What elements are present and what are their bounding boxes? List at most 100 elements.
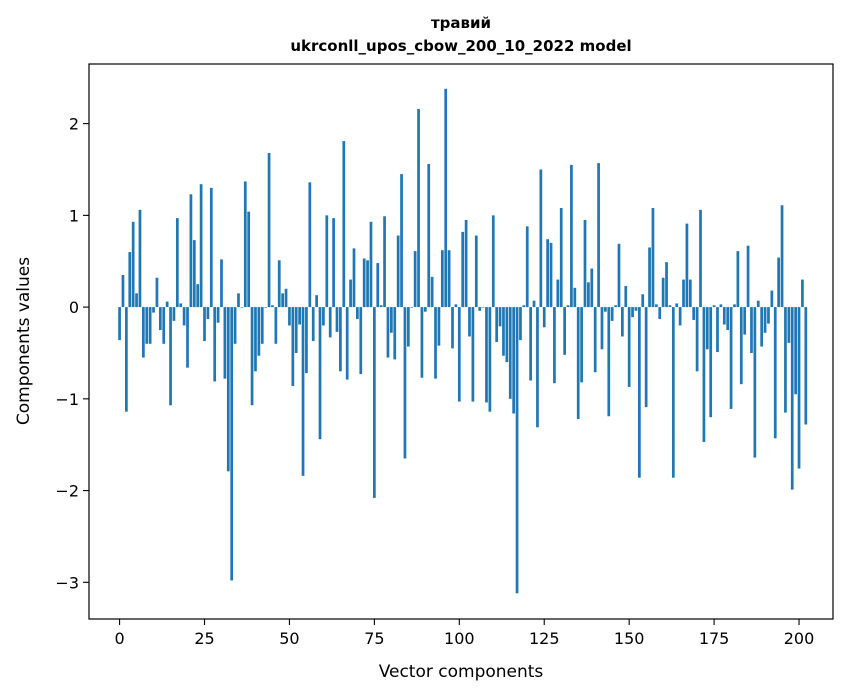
bar bbox=[549, 242, 553, 308]
bar bbox=[644, 307, 648, 408]
bar bbox=[597, 163, 600, 308]
bar bbox=[481, 307, 485, 308]
x-tick-label: 150 bbox=[614, 629, 645, 648]
bar bbox=[705, 307, 709, 350]
bar bbox=[288, 307, 291, 326]
bar bbox=[760, 307, 764, 347]
bar bbox=[495, 307, 499, 342]
bar bbox=[610, 307, 614, 321]
bar bbox=[213, 307, 217, 382]
bar bbox=[277, 260, 281, 308]
bar bbox=[145, 307, 149, 344]
y-tick-label: 1 bbox=[69, 206, 79, 225]
bar bbox=[474, 235, 478, 308]
bar bbox=[192, 240, 196, 308]
bar bbox=[461, 231, 465, 308]
bar bbox=[359, 307, 363, 375]
bar bbox=[373, 307, 376, 498]
bar bbox=[508, 307, 512, 399]
bar bbox=[345, 307, 349, 380]
bar bbox=[525, 226, 529, 308]
bar bbox=[722, 307, 726, 325]
bar bbox=[284, 288, 288, 308]
y-tick-label: −3 bbox=[55, 573, 79, 592]
bar bbox=[726, 307, 730, 331]
bar bbox=[614, 305, 617, 308]
bar bbox=[604, 307, 607, 312]
bar bbox=[787, 307, 791, 343]
bar bbox=[356, 307, 359, 320]
bar bbox=[471, 307, 475, 402]
bar bbox=[553, 307, 556, 384]
bar bbox=[505, 307, 509, 363]
bar bbox=[260, 307, 264, 344]
bar bbox=[580, 307, 583, 383]
bar bbox=[179, 303, 183, 308]
bar bbox=[196, 284, 200, 308]
bar bbox=[423, 307, 427, 312]
bar bbox=[729, 307, 733, 409]
bar bbox=[243, 181, 247, 308]
bar bbox=[444, 88, 448, 308]
y-tick-label: 2 bbox=[69, 115, 79, 134]
bar bbox=[203, 307, 206, 342]
bar bbox=[335, 307, 339, 332]
bar bbox=[688, 279, 692, 308]
bar bbox=[621, 307, 624, 337]
bar bbox=[390, 307, 393, 333]
bar bbox=[223, 307, 227, 379]
bar bbox=[264, 307, 268, 308]
bar bbox=[298, 307, 301, 325]
bar bbox=[386, 307, 390, 358]
bar bbox=[491, 215, 495, 308]
bar bbox=[692, 307, 696, 320]
bar bbox=[675, 303, 679, 308]
bar bbox=[648, 247, 651, 308]
bar bbox=[271, 305, 274, 308]
y-tick-label: −2 bbox=[55, 482, 79, 501]
bar bbox=[658, 307, 662, 320]
bar bbox=[220, 259, 223, 308]
bar bbox=[417, 108, 420, 308]
bar bbox=[607, 307, 611, 417]
bar bbox=[233, 307, 237, 344]
bar bbox=[257, 307, 261, 356]
bar bbox=[250, 307, 254, 406]
bar bbox=[502, 307, 505, 356]
bar bbox=[617, 243, 621, 308]
bar bbox=[542, 307, 546, 328]
x-tick-label: 200 bbox=[784, 629, 815, 648]
bar bbox=[451, 307, 454, 349]
bar bbox=[305, 307, 308, 374]
y-axis-label: Components values bbox=[14, 257, 34, 425]
bar bbox=[716, 307, 719, 353]
bar bbox=[121, 274, 125, 308]
bar bbox=[440, 250, 444, 308]
bar bbox=[631, 307, 634, 318]
bar bbox=[709, 307, 713, 418]
bar bbox=[763, 307, 767, 333]
bar bbox=[719, 304, 723, 308]
bar bbox=[237, 293, 240, 308]
bar bbox=[315, 295, 318, 308]
bar bbox=[135, 293, 138, 308]
bar bbox=[342, 141, 346, 308]
bar bbox=[148, 307, 152, 344]
bar bbox=[512, 307, 516, 414]
bar bbox=[685, 223, 689, 308]
bar bbox=[702, 307, 706, 442]
x-tick-label: 125 bbox=[529, 629, 560, 648]
bar bbox=[457, 307, 461, 402]
bar bbox=[437, 307, 441, 346]
bar bbox=[403, 307, 407, 459]
bar bbox=[175, 218, 179, 308]
bar bbox=[420, 307, 424, 378]
bar bbox=[478, 307, 482, 311]
bar bbox=[583, 219, 587, 308]
bar bbox=[240, 307, 244, 308]
bar bbox=[267, 152, 271, 308]
bar bbox=[376, 263, 380, 308]
bar bbox=[485, 307, 488, 403]
bar bbox=[773, 307, 777, 439]
bar bbox=[447, 250, 451, 308]
